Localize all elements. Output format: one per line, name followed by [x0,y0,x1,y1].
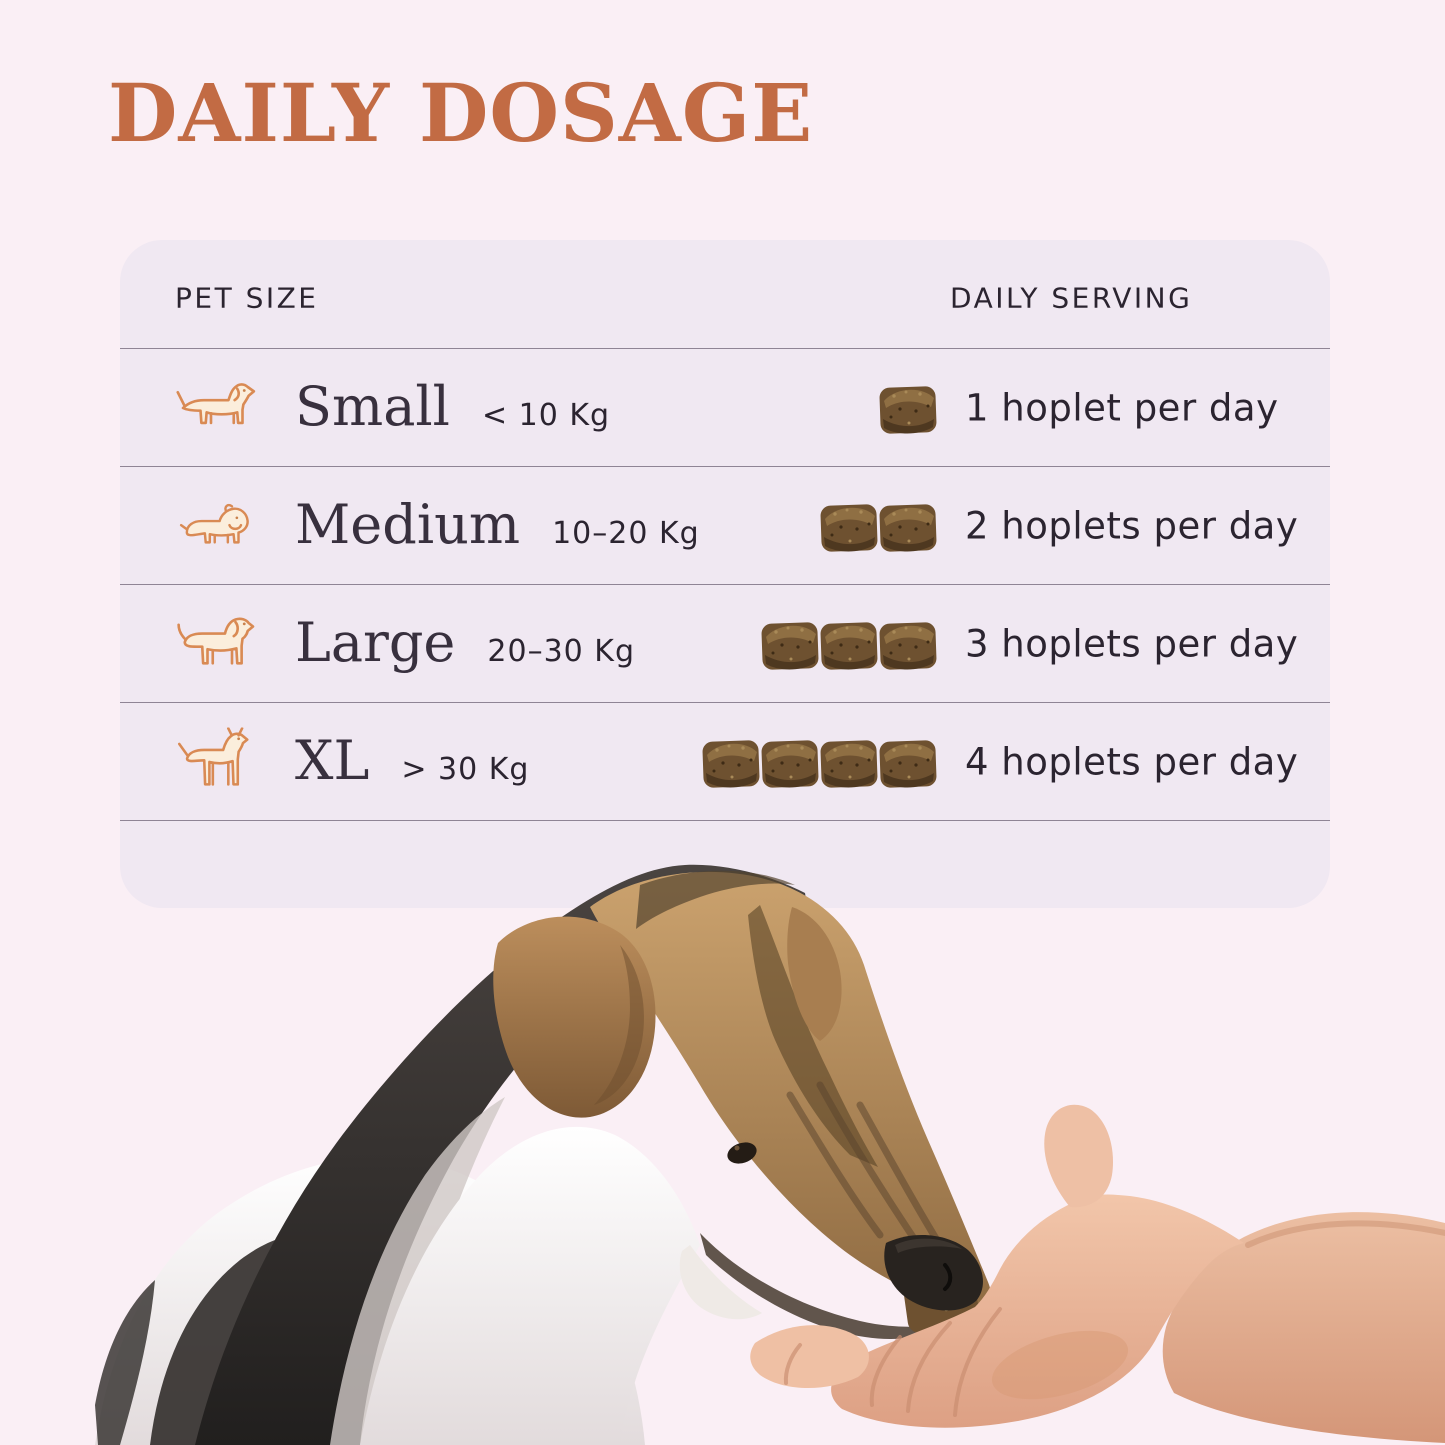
finger-crease-lines [783,1307,1002,1417]
serving-label: 1 hoplet per day [965,386,1279,429]
hoplet-icon [699,733,763,791]
pet-size-label: XL [295,728,370,792]
hoplet-icon [758,733,822,791]
table-row-medium: Medium 10–20 Kg 2 hoplets per day [120,467,1330,585]
dog-forehead-streak [748,905,878,1167]
dog-chest-white-fur [360,1126,700,1445]
pet-weight-label: 20–30 Kg [487,633,636,669]
dog-ear-inner-shadow [594,945,644,1105]
column-header-pet-size: PET SIZE [175,281,319,315]
hoplet-icon [876,379,940,437]
human-hand-palm [831,1194,1244,1428]
hoplet-icon [876,733,940,791]
dachshund-dog-icon [170,380,265,436]
hoplet-images [688,615,940,673]
hoplet-images [688,379,940,437]
pet-size-label: Medium [295,492,521,556]
pet-weight-label: 10–20 Kg [552,515,700,551]
retriever-dog-icon [170,612,265,675]
human-arm-shading [1245,1220,1445,1248]
dog-chin-white-tuft [679,1245,762,1320]
great-dane-dog-icon [170,727,265,796]
dog-nose [884,1234,983,1311]
table-row-small: Small < 10 Kg 1 hoplet per day [120,349,1330,467]
hoplet-icon [876,497,940,555]
human-fingertips [750,1325,869,1389]
page-title: DAILY DOSAGE [108,66,814,160]
table-header-row: PET SIZE DAILY SERVING [120,240,1330,349]
dog-brindle-stripes [786,1081,944,1249]
serving-label: 3 hoplets per day [965,622,1299,665]
pet-weight-label: < 10 Kg [481,397,611,433]
hoplet-icon [876,615,940,673]
serving-label: 4 hoplets per day [965,740,1299,783]
dosage-table: PET SIZE DAILY SERVING Small < 10 Kg [120,240,1330,908]
dog-right-ear [787,907,842,1041]
table-row-large: Large 20–30 Kg [120,585,1330,703]
dog-left-ear [493,916,656,1118]
pet-size-label: Small [295,374,450,438]
pet-size-label: Large [295,610,456,674]
column-header-daily-serving: DAILY SERVING [950,281,1193,315]
dog-nose-highlight [895,1238,962,1253]
hoplet-images [688,497,940,555]
dog-nostril [943,1263,953,1291]
dog-feeding-photo [95,864,1445,1445]
palm-shadow [991,1330,1129,1400]
hoplet-images [688,733,940,791]
hoplet-icon [817,497,881,555]
pet-weight-label: > 30 Kg [401,751,530,787]
dog-neck-dark-fur [195,864,812,1445]
dog-crown-shading [636,870,795,929]
dog-eye-glint [734,1145,740,1151]
hoplet-icon [817,615,881,673]
table-row-xl: XL > 30 Kg [120,703,1330,821]
dog-body-dark-patch [95,1280,155,1445]
bulldog-dog-icon [170,499,265,552]
hoplet-icon [758,615,822,673]
serving-label: 2 hoplets per day [965,504,1299,547]
human-thumb [1044,1104,1114,1208]
human-forearm [1162,1212,1445,1443]
hoplet-icon [817,733,881,791]
